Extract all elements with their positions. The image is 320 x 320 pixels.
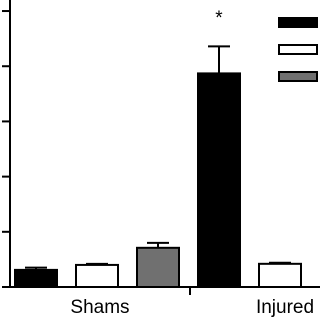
legend-swatch	[278, 17, 318, 28]
x-tick-label: Injured	[256, 297, 314, 318]
legend-swatch	[278, 44, 318, 55]
bar	[14, 268, 58, 288]
bar	[136, 246, 180, 288]
bar	[258, 262, 302, 289]
annotation: *	[215, 8, 223, 29]
legend-swatch	[278, 71, 318, 82]
bar	[75, 263, 119, 288]
x-tick-label: Shams	[70, 297, 129, 318]
bar	[197, 72, 241, 289]
